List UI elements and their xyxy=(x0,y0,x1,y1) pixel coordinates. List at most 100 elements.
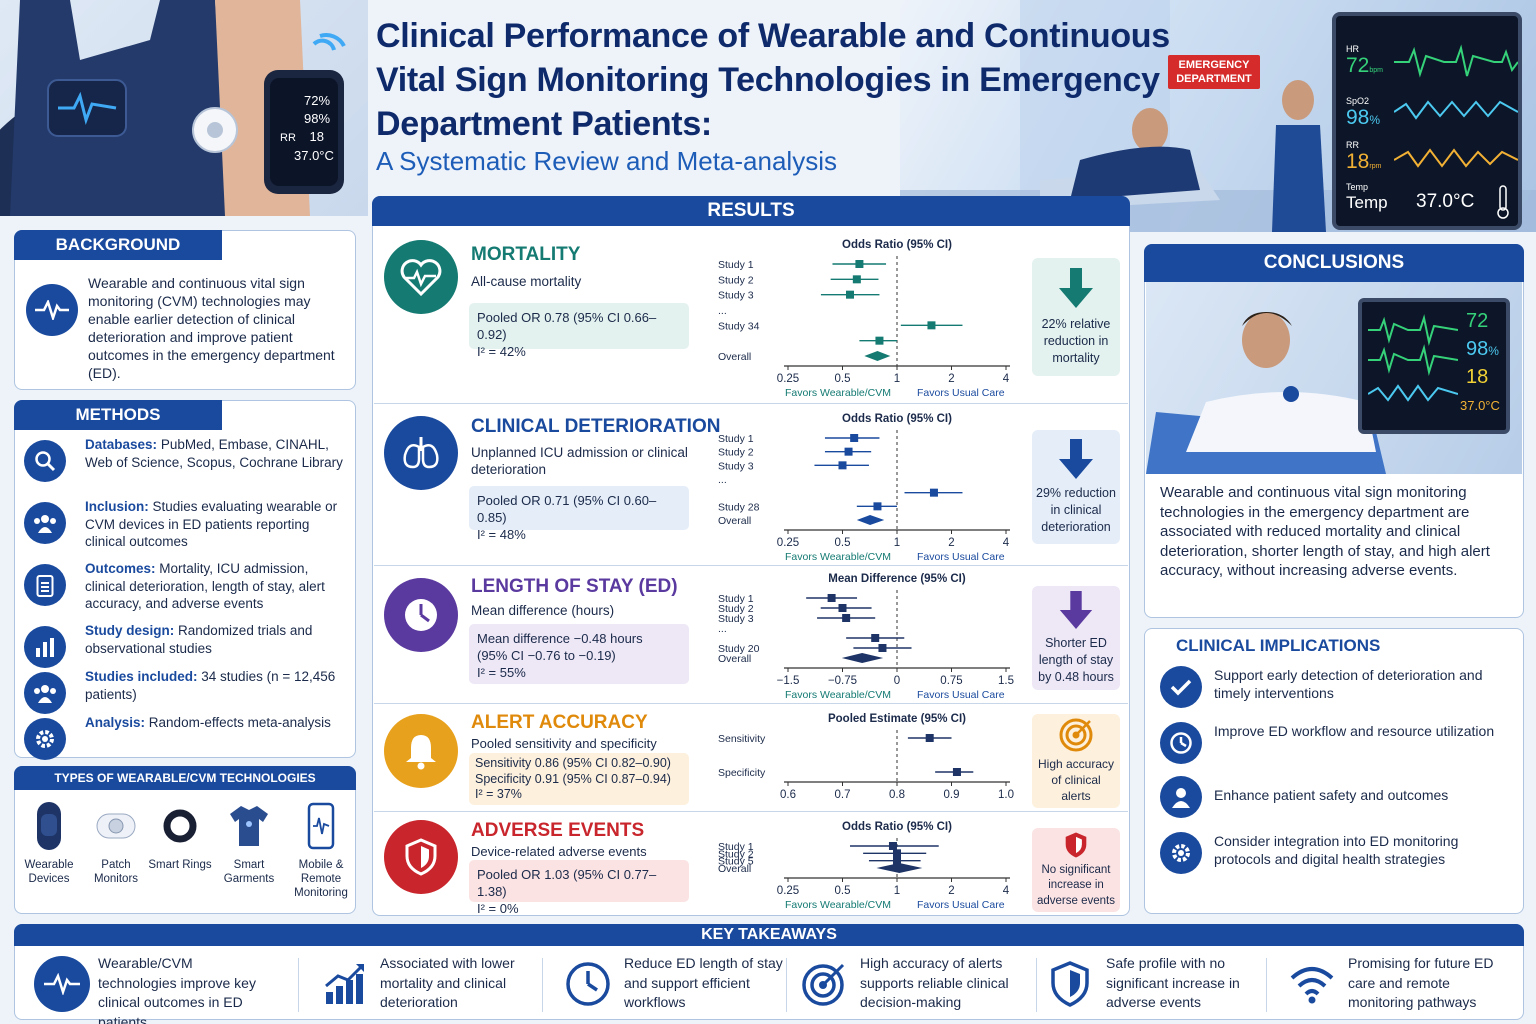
study-label: ... xyxy=(718,305,727,317)
method-databases: Databases: PubMed, Embase, CINAHL, Web o… xyxy=(24,436,344,486)
page-subtitle: A Systematic Review and Meta-analysis xyxy=(376,146,837,176)
watch-reading: 18 xyxy=(309,129,324,144)
result-stats: Pooled OR 1.03 (95% CI 0.77–1.38) I² = 0… xyxy=(469,860,689,916)
method-text: Randomized trials and observational stud… xyxy=(85,623,313,656)
method-label: Inclusion: xyxy=(85,499,149,514)
x-tick-label: 0 xyxy=(894,675,900,687)
trend-up-icon xyxy=(316,956,372,1012)
x-tick-label: 2 xyxy=(948,885,954,897)
summary-text: 29% reduction in clinical deterioration xyxy=(1036,485,1116,534)
stat-line: I² = 37% xyxy=(475,787,522,801)
result-title: CLINICAL DETERIORATION xyxy=(471,416,721,437)
result-subtitle: Pooled sensitivity and specificity xyxy=(471,736,657,751)
x-tick-label: 0.25 xyxy=(777,373,799,385)
monitor-waveforms xyxy=(1368,314,1458,402)
conclusions-monitor: 72 98% 18 37.0°C xyxy=(1358,298,1510,434)
study-label: Study 3 xyxy=(718,613,754,625)
ring-icon xyxy=(156,800,204,852)
thermometer-icon xyxy=(1497,185,1509,219)
down-arrow-icon xyxy=(1059,590,1093,629)
stat-line: Pooled OR 0.71 (95% CI 0.60–0.85) xyxy=(477,493,657,525)
people-icon xyxy=(24,502,66,544)
tech-mobile-remote: Mobile & Remote Monitoring xyxy=(289,800,353,900)
divider xyxy=(786,958,787,1012)
study-label: Study 34 xyxy=(718,320,760,332)
monitor-unit: % xyxy=(1488,344,1499,358)
heartbeat-icon xyxy=(26,284,78,336)
favors-right-label: Favors Usual Care xyxy=(917,387,1005,399)
pooled-diamond xyxy=(876,863,923,873)
monitor-value: 37.0°C xyxy=(1460,398,1500,413)
temp-value: 37.0°C xyxy=(1416,191,1475,212)
stat-line: Specificity 0.91 (95% CI 0.87–0.94) xyxy=(475,771,671,786)
ed-sign-line: EMERGENCY xyxy=(1178,59,1250,71)
monitor-value: 18 xyxy=(1466,366,1489,388)
method-label: Studies included: xyxy=(85,669,198,684)
implications-panel xyxy=(1144,628,1524,914)
bar-chart-icon xyxy=(24,626,66,668)
group-icon xyxy=(24,672,66,714)
heartbeat-icon xyxy=(34,956,90,1012)
x-tick-label: 2 xyxy=(948,537,954,549)
hr-value: 72 xyxy=(1346,54,1370,77)
result-mortality: MORTALITY All-cause mortality Pooled OR … xyxy=(374,230,1128,404)
x-tick-label: 0.25 xyxy=(777,537,799,549)
method-inclusion: Inclusion: Studies evaluating wearable o… xyxy=(24,498,344,549)
vitals-monitor: HR 72bpm SpO2 98% RR 18rpm Temp Temp 37.… xyxy=(1332,12,1522,230)
takeaways-heading: KEY TAKEAWAYS xyxy=(14,924,1524,946)
monitor-waveforms xyxy=(1394,44,1518,168)
method-analysis: Analysis: Random-effects meta-analysis xyxy=(24,714,344,764)
clock-icon xyxy=(560,956,616,1012)
x-tick-label: 0.25 xyxy=(777,885,799,897)
point-estimate xyxy=(871,634,880,642)
implication-integration: Consider integration into ED monitoring … xyxy=(1160,828,1510,880)
result-summary: 29% reduction in clinical deterioration xyxy=(1032,430,1120,544)
ed-sign: EMERGENCY DEPARTMENT xyxy=(1168,55,1260,89)
takeaway-alert-accuracy: High accuracy of alerts supports reliabl… xyxy=(796,952,1036,1018)
favors-left-label: Favors Wearable/CVM xyxy=(785,899,891,911)
tech-smart-rings: Smart Rings xyxy=(148,800,212,872)
background-text: Wearable and continuous vital sign monit… xyxy=(88,275,335,381)
result-title: ALERT ACCURACY xyxy=(471,712,648,733)
phone-icon xyxy=(297,800,345,852)
study-label: Specificity xyxy=(718,767,766,779)
takeaway-mortality: Associated with lower mortality and clin… xyxy=(316,952,536,1018)
results-heading: RESULTS xyxy=(372,196,1130,226)
divider xyxy=(298,958,299,1012)
implication-text: Improve ED workflow and resource utiliza… xyxy=(1214,723,1495,739)
x-tick-label: 0.6 xyxy=(780,789,796,801)
x-tick-label: 0.8 xyxy=(889,789,905,801)
study-label: Overall xyxy=(718,863,751,875)
result-length-of-stay: LENGTH OF STAY (ED) Mean difference (hou… xyxy=(374,566,1128,704)
watch-reading: 98% xyxy=(304,111,331,126)
point-estimate xyxy=(827,594,836,602)
watch-reading: 37.0°C xyxy=(294,148,334,163)
point-estimate xyxy=(929,488,938,497)
divider xyxy=(1036,958,1037,1012)
x-tick-label: 1.5 xyxy=(998,675,1014,687)
clock-icon xyxy=(1160,722,1202,764)
patch-icon xyxy=(92,800,140,852)
study-label: Study 3 xyxy=(718,460,754,472)
point-estimate xyxy=(845,290,854,299)
target-icon xyxy=(796,956,852,1012)
shield-icon xyxy=(1042,956,1098,1012)
lungs-icon xyxy=(384,416,458,490)
tech-wearable-devices: Wearable Devices xyxy=(17,800,81,886)
takeaway-text: Associated with lower mortality and clin… xyxy=(380,955,515,1010)
tech-label: Patch Monitors xyxy=(93,859,139,885)
point-estimate xyxy=(838,461,847,470)
method-text: Studies evaluating wearable or CVM devic… xyxy=(85,499,338,549)
point-estimate xyxy=(927,321,936,330)
gear-icon xyxy=(1160,832,1202,874)
study-label: Overall xyxy=(718,515,751,527)
method-text: Mortality, ICU admission, clinical deter… xyxy=(85,561,325,611)
method-outcomes: Outcomes: Mortality, ICU admission, clin… xyxy=(24,560,344,611)
takeaway-outcomes: Wearable/CVM technologies improve key cl… xyxy=(34,952,294,1024)
x-tick-label: 0.9 xyxy=(944,789,960,801)
study-label: Study 28 xyxy=(718,501,760,513)
takeaway-text: Reduce ED length of stay and support eff… xyxy=(624,955,783,1010)
target-icon xyxy=(1059,718,1093,752)
takeaway-text: Wearable/CVM technologies improve key cl… xyxy=(98,955,256,1024)
conclusions-text: Wearable and continuous vital sign monit… xyxy=(1160,484,1490,580)
